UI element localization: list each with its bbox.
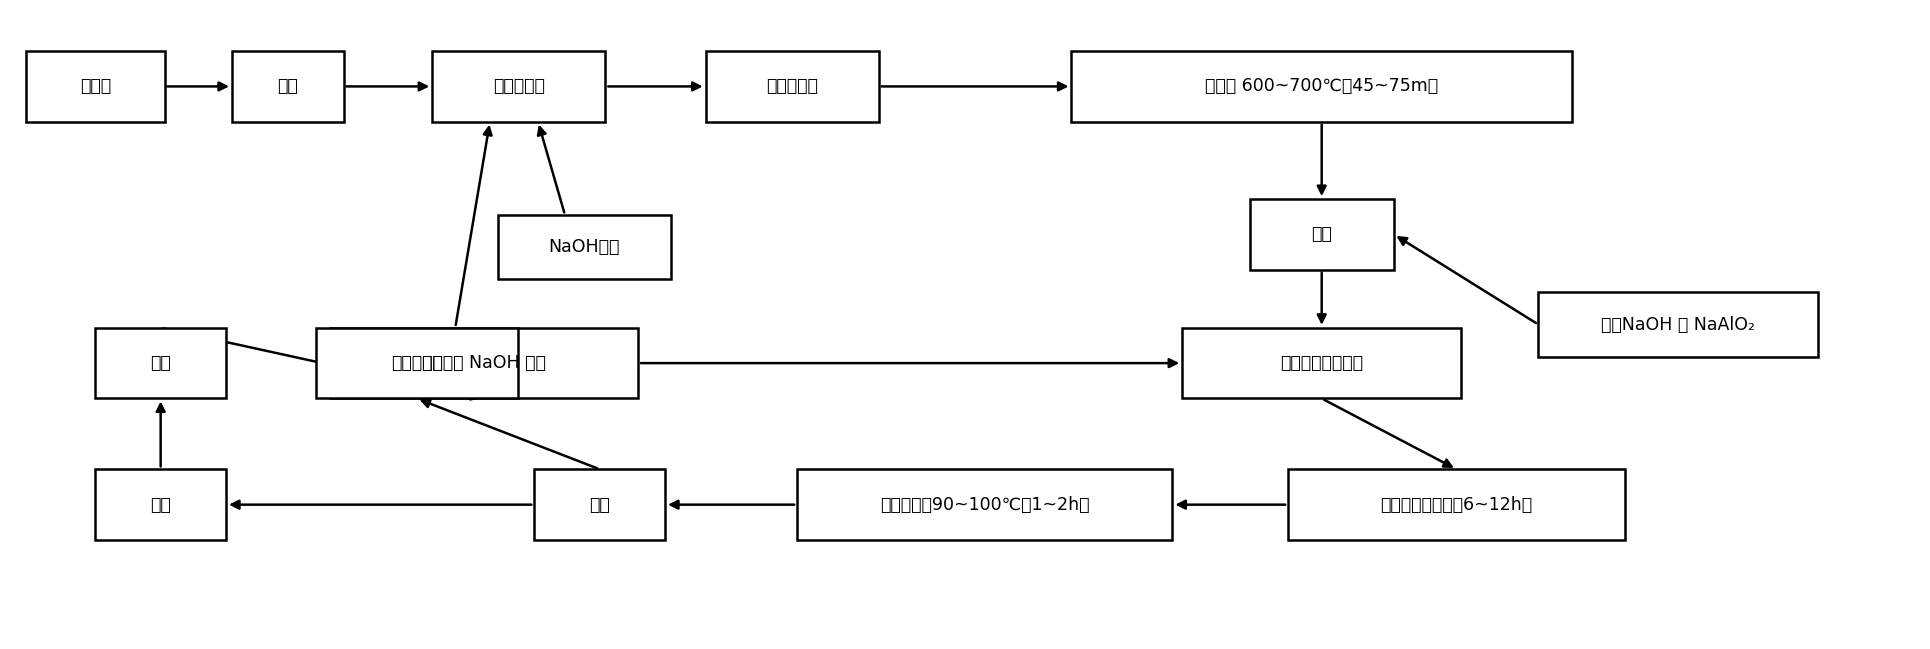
Text: 洗涤: 洗涤 bbox=[589, 496, 610, 513]
Text: 气氛炉 600~700℃（45~75m）: 气氛炉 600~700℃（45~75m） bbox=[1204, 77, 1438, 95]
Bar bbox=[704, 51, 878, 122]
Bar bbox=[95, 328, 226, 398]
Text: 洗涤水浓缩: 洗涤水浓缩 bbox=[390, 354, 442, 372]
Text: 干燥: 干燥 bbox=[151, 496, 172, 513]
Bar bbox=[432, 51, 606, 122]
Text: 熟料: 熟料 bbox=[1310, 225, 1332, 243]
Text: 超声波分散: 超声波分散 bbox=[766, 77, 818, 95]
Bar bbox=[330, 328, 637, 398]
Text: 粉煤灰: 粉煤灰 bbox=[79, 77, 110, 95]
Bar bbox=[1249, 199, 1393, 270]
Text: 搅拌陈化（室温、6~12h）: 搅拌陈化（室温、6~12h） bbox=[1380, 496, 1532, 513]
Text: 粉煤灰粉末: 粉煤灰粉末 bbox=[492, 77, 544, 95]
Bar bbox=[1287, 469, 1625, 540]
Bar bbox=[232, 51, 344, 122]
Text: NaOH、水: NaOH、水 bbox=[548, 238, 620, 256]
Bar bbox=[1071, 51, 1571, 122]
Bar bbox=[1181, 328, 1461, 398]
Text: 微波晶化（90~100℃、1~2h）: 微波晶化（90~100℃、1~2h） bbox=[880, 496, 1089, 513]
Text: 球磨: 球磨 bbox=[278, 77, 297, 95]
Text: 水、NaOH 或 NaAlO₂: 水、NaOH 或 NaAlO₂ bbox=[1600, 315, 1754, 334]
Bar bbox=[1538, 292, 1816, 357]
Bar bbox=[25, 51, 164, 122]
Bar bbox=[498, 215, 670, 280]
Text: 加入晶种搅拌均匀: 加入晶种搅拌均匀 bbox=[1280, 354, 1363, 372]
Bar bbox=[315, 328, 517, 398]
Text: 沸石: 沸石 bbox=[151, 354, 172, 372]
Bar bbox=[95, 469, 226, 540]
Text: 替代部分 NaOH 和水: 替代部分 NaOH 和水 bbox=[423, 354, 546, 372]
Bar bbox=[535, 469, 664, 540]
Bar bbox=[797, 469, 1172, 540]
